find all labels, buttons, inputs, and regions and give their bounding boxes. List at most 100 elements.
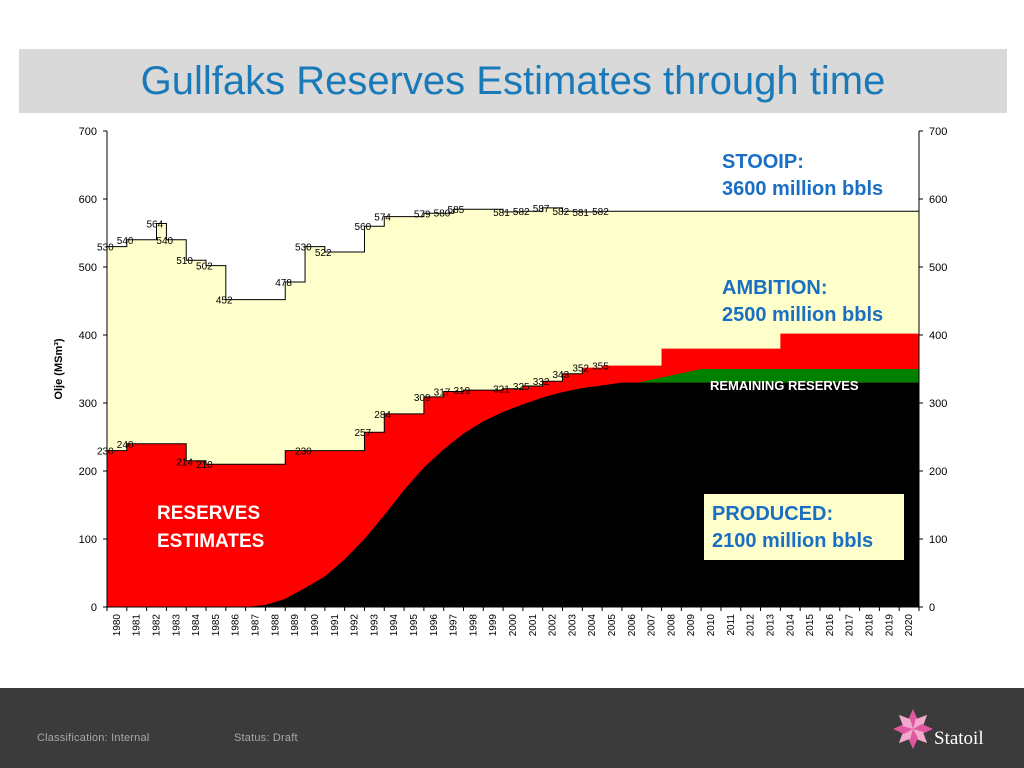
data-label-stooip: 540: [156, 236, 173, 247]
reserves-chart: 0 0 100 100 200 200 300 300 400 400 500 500 600 600 70…: [53, 126, 947, 637]
footer: Classification: Internal Status: Draft S…: [0, 688, 1024, 768]
x-tick-label: 1999: [488, 614, 499, 637]
data-label-stooip: 540: [117, 236, 134, 247]
data-label-reserves: 332: [533, 377, 550, 388]
data-label-stooip: 582: [553, 207, 570, 218]
y-tick-label-left: 400: [79, 330, 97, 342]
x-tick-label: 1993: [369, 614, 380, 637]
x-tick-label: 1997: [449, 614, 460, 637]
data-label-reserves: 343: [553, 370, 570, 381]
data-label-stooip: 582: [592, 207, 609, 218]
x-tick-label: 2013: [765, 614, 776, 637]
logo-text: Statoil: [934, 728, 984, 749]
data-label-reserves: 352: [572, 364, 589, 375]
x-tick-label: 1982: [152, 614, 163, 637]
x-tick-label: 2010: [706, 614, 717, 637]
data-label-stooip: 522: [315, 248, 332, 259]
data-label-stooip: 581: [493, 208, 510, 219]
y-tick-label-right: 0: [929, 602, 935, 614]
y-tick-label-left: 0: [91, 602, 97, 614]
annotation-reserves-subtitle: ESTIMATES: [157, 531, 264, 552]
data-label-stooip: 560: [354, 222, 371, 233]
x-tick-label: 2006: [627, 614, 638, 637]
data-label-reserves: 284: [374, 410, 391, 421]
y-tick-label-left: 700: [79, 126, 97, 138]
x-tick-label: 2016: [825, 614, 836, 637]
x-tick-label: 2012: [746, 614, 757, 637]
x-tick-label: 2020: [904, 614, 915, 637]
y-tick-label-left: 600: [79, 194, 97, 206]
data-label-stooip: 478: [275, 278, 292, 289]
x-tick-label: 1988: [270, 614, 281, 637]
data-label-reserves: 214: [176, 457, 193, 468]
slide-title: Gullfaks Reserves Estimates through time: [140, 59, 886, 103]
y-tick-label-left: 500: [79, 262, 97, 274]
data-label-stooip: 510: [176, 256, 193, 267]
series-reserves-line: [107, 367, 583, 465]
data-label-reserves: 230: [295, 447, 312, 458]
data-label-stooip: 452: [216, 296, 233, 307]
y-tick-label-right: 300: [929, 398, 947, 410]
status-label: Status: Draft: [234, 732, 298, 744]
x-tick-label: 2000: [508, 614, 519, 637]
x-tick-label: 2003: [567, 614, 578, 637]
data-label-reserves: 309: [414, 393, 431, 404]
y-axis-label: Olje (MSm³): [53, 338, 65, 399]
data-label-stooip: 580: [434, 209, 451, 220]
annotation-reserves-title: RESERVES: [157, 503, 260, 524]
x-tick-label: 1996: [429, 614, 440, 637]
x-tick-label: 2007: [647, 614, 658, 637]
data-label-stooip: 587: [533, 204, 550, 215]
x-tick-label: 2014: [785, 614, 796, 637]
annotation-stooip-value: 3600 million bbls: [722, 178, 883, 200]
x-tick-label: 1984: [191, 614, 202, 637]
x-tick-label: 2004: [587, 614, 598, 637]
y-tick-label-right: 700: [929, 126, 947, 138]
y-tick-label-right: 600: [929, 194, 947, 206]
data-label-stooip: 582: [513, 207, 530, 218]
logo-petal: [898, 729, 913, 744]
x-tick-label: 2001: [528, 614, 539, 637]
x-tick-label: 1991: [330, 614, 341, 637]
data-label-reserves: 355: [592, 362, 609, 373]
x-tick-label: 2015: [805, 614, 816, 637]
annotation-remaining: REMAINING RESERVES: [710, 378, 859, 393]
x-tick-label: 1987: [251, 614, 262, 637]
y-tick-label-right: 100: [929, 534, 947, 546]
y-tick-label-right: 500: [929, 262, 947, 274]
data-label-reserves: 257: [354, 428, 371, 439]
data-label-stooip: 579: [414, 209, 431, 220]
logo-petal: [913, 714, 928, 729]
data-label-stooip: 585: [448, 205, 465, 216]
annotation-stooip-title: STOOIP:: [722, 151, 804, 173]
annotation-ambition-title: AMBITION:: [722, 277, 828, 299]
x-tick-label: 2018: [864, 614, 875, 637]
x-tick-label: 1980: [112, 614, 123, 637]
data-label-stooip: 574: [374, 213, 391, 224]
x-tick-label: 2017: [845, 614, 856, 637]
data-label-stooip: 530: [295, 243, 312, 254]
data-label-stooip: 564: [147, 219, 164, 230]
annotation-produced-title: PRODUCED:: [712, 503, 833, 525]
logo-petal: [898, 714, 913, 729]
y-tick-label-right: 400: [929, 330, 947, 342]
series-remaining-area: [621, 369, 919, 386]
classification-label: Classification: Internal: [37, 732, 150, 744]
data-label-stooip: 502: [196, 262, 213, 273]
x-tick-label: 1994: [389, 614, 400, 637]
data-label-stooip: 581: [572, 208, 589, 219]
data-label-reserves: 319: [453, 386, 470, 397]
data-label-stooip: 530: [97, 243, 114, 254]
annotation-produced-box: [704, 494, 904, 560]
x-tick-label: 1998: [468, 614, 479, 637]
logo-petal: [913, 729, 928, 744]
annotation-produced-value: 2100 million bbls: [712, 530, 873, 552]
x-tick-label: 1983: [171, 614, 182, 637]
x-tick-label: 1990: [310, 614, 321, 637]
data-label-reserves: 321: [493, 385, 510, 396]
y-tick-label-right: 200: [929, 466, 947, 478]
annotation-ambition-value: 2500 million bbls: [722, 304, 883, 326]
y-tick-label-left: 100: [79, 534, 97, 546]
x-tick-label: 1995: [409, 614, 420, 637]
statoil-logo-icon: [893, 709, 933, 749]
